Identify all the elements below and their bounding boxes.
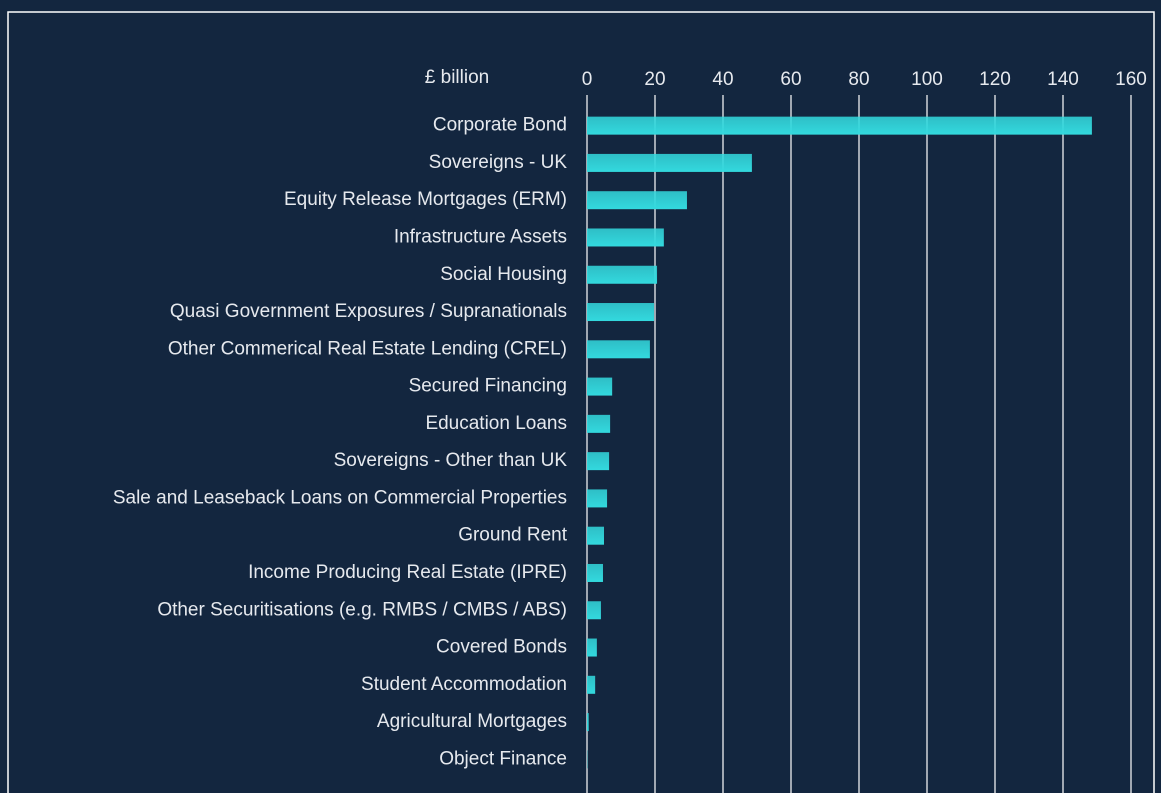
x-tick-label: 60 — [780, 69, 801, 90]
bar — [587, 452, 610, 471]
bar — [587, 563, 603, 582]
y-tick-label: Education Loans — [425, 413, 567, 434]
y-tick-label: Sovereigns - UK — [429, 152, 568, 173]
y-tick-label: Other Securitisations (e.g. RMBS / CMBS … — [157, 599, 567, 620]
x-tick-label: 20 — [644, 69, 665, 90]
x-tick-label: 140 — [1047, 69, 1079, 90]
y-tick-label: Sale and Leaseback Loans on Commercial P… — [113, 487, 567, 508]
y-tick-label: Infrastructure Assets — [394, 226, 567, 247]
x-tick-label: 0 — [582, 69, 593, 90]
y-tick-label: Income Producing Real Estate (IPRE) — [248, 562, 567, 583]
bar — [587, 489, 608, 508]
bar — [587, 713, 589, 732]
bar — [587, 377, 613, 396]
bar — [587, 303, 654, 322]
y-tick-label: Other Commerical Real Estate Lending (CR… — [168, 338, 567, 359]
bar — [587, 153, 752, 172]
y-tick-label: Equity Release Mortgages (ERM) — [284, 189, 567, 210]
y-tick-label: Secured Financing — [409, 376, 567, 397]
bar — [587, 675, 596, 694]
axis-label: £ billion — [425, 67, 489, 88]
y-tick-label: Ground Rent — [458, 525, 568, 546]
bar — [587, 414, 611, 433]
y-tick-label: Covered Bonds — [436, 637, 567, 658]
y-tick-label: Student Accommodation — [361, 674, 567, 695]
bar — [587, 601, 601, 620]
bar — [587, 228, 664, 247]
y-tick-label: Object Finance — [439, 748, 567, 769]
y-tick-label: Quasi Government Exposures / Supranation… — [170, 301, 567, 322]
frame — [7, 11, 1155, 793]
y-tick-label: Agricultural Mortgages — [377, 711, 567, 732]
x-tick-label: 40 — [712, 69, 733, 90]
bar — [587, 526, 604, 545]
y-tick-label: Corporate Bond — [433, 115, 567, 136]
bar — [587, 116, 1092, 135]
bar — [587, 638, 597, 657]
x-tick-label: 100 — [911, 69, 943, 90]
bar — [587, 265, 658, 284]
bar — [587, 340, 650, 359]
y-tick-label: Sovereigns - Other than UK — [334, 450, 568, 471]
bar — [587, 191, 687, 210]
y-tick-label: Social Housing — [440, 264, 567, 285]
x-tick-label: 80 — [848, 69, 869, 90]
x-tick-label: 160 — [1115, 69, 1147, 90]
x-tick-label: 120 — [979, 69, 1011, 90]
